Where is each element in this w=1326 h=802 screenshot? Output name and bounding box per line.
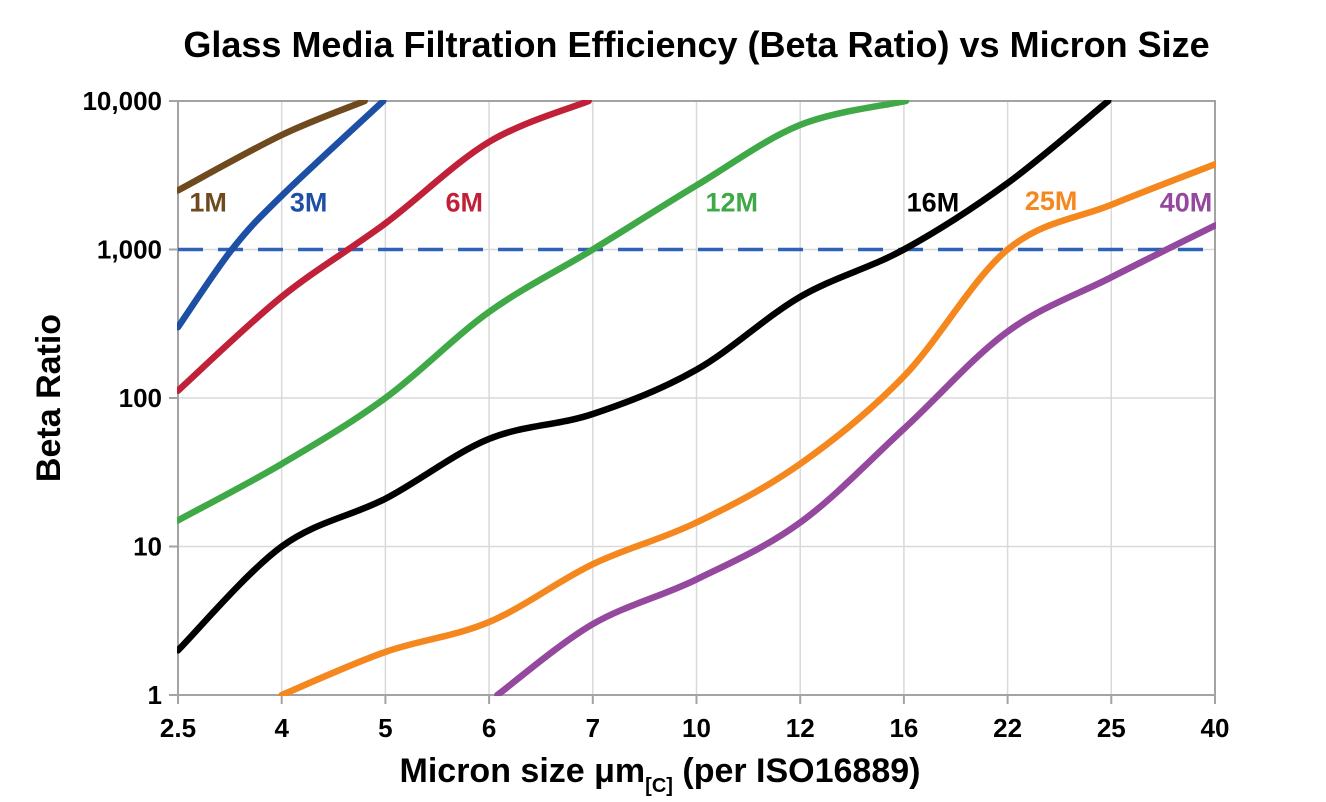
series-label-6M: 6M <box>445 188 483 218</box>
x-tick-label: 12 <box>786 713 815 743</box>
series-curve-3M <box>177 100 387 331</box>
y-tick-label: 10 <box>133 532 162 562</box>
y-tick-label: 1 <box>148 680 162 710</box>
x-axis-title-subscript: [C] <box>645 775 673 797</box>
series-curve-16M <box>177 100 1112 654</box>
series-curve-25M <box>278 161 1216 696</box>
x-tick-label: 5 <box>378 713 392 743</box>
series-label-40M: 40M <box>1160 188 1213 218</box>
x-axis-title-main: Micron size μm <box>400 752 646 790</box>
x-tick-label: 4 <box>274 713 289 743</box>
x-tick-label: 16 <box>889 713 918 743</box>
x-tick-label: 7 <box>586 713 600 743</box>
series-label-12M: 12M <box>705 188 758 218</box>
x-axis-title: Micron size μm[C] (per ISO16889) <box>400 752 921 797</box>
x-tick-label: 2.5 <box>160 713 196 743</box>
x-tick-label: 6 <box>482 713 496 743</box>
x-tick-label: 40 <box>1201 713 1230 743</box>
series-label-3M: 3M <box>290 188 328 218</box>
axis-ticks <box>169 100 1216 704</box>
x-tick-label: 10 <box>682 713 711 743</box>
x-tick-label: 25 <box>1097 713 1126 743</box>
series-curve-12M <box>177 100 910 524</box>
chart-title: Glass Media Filtration Efficiency (Beta … <box>183 24 1209 65</box>
x-tick-label: 22 <box>993 713 1022 743</box>
series-label-16M: 16M <box>907 188 960 218</box>
y-tick-label: 10,000 <box>82 86 162 116</box>
x-axis-title-tail: (per ISO16889) <box>673 752 921 790</box>
series-curve-6M <box>177 100 592 394</box>
y-tick-label: 100 <box>119 383 162 413</box>
y-axis-title: Beta Ratio <box>30 314 68 482</box>
series-curves <box>177 100 1216 696</box>
series-curve-40M <box>494 222 1216 696</box>
series-label-1M: 1M <box>189 188 227 218</box>
series-label-25M: 25M <box>1025 186 1078 216</box>
y-tick-label: 1,000 <box>97 235 162 265</box>
series-curve-1M <box>177 100 368 194</box>
